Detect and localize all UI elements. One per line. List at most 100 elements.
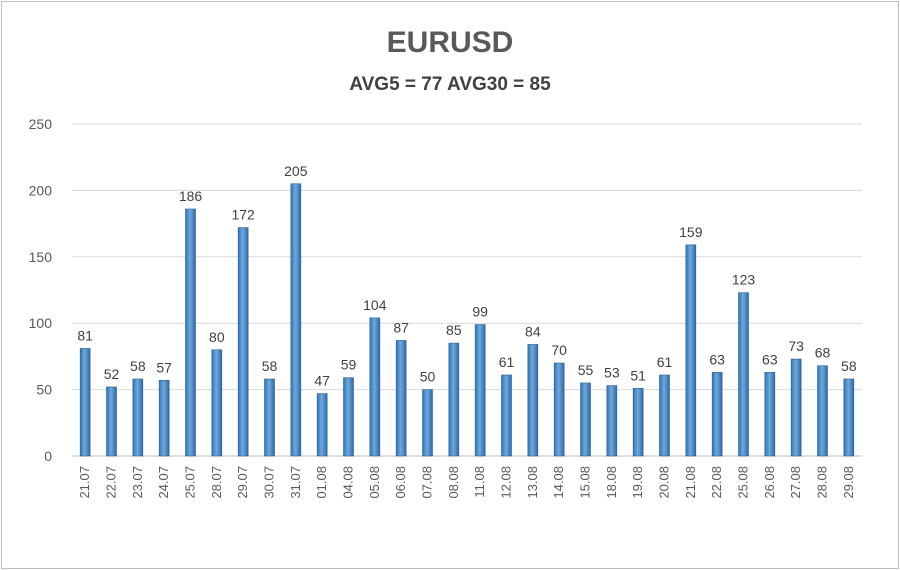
data-label: 104 xyxy=(363,297,387,313)
data-label: 186 xyxy=(179,188,203,204)
y-tick-label: 50 xyxy=(36,382,52,398)
gridlines xyxy=(72,123,862,457)
data-label: 159 xyxy=(679,224,703,240)
data-label: 61 xyxy=(657,354,673,370)
chart-subtitle: AVG5 = 77 AVG30 = 85 xyxy=(349,74,551,95)
x-tick-label: 15.08 xyxy=(578,466,593,499)
bar xyxy=(264,378,275,457)
data-label: 81 xyxy=(77,327,93,343)
data-label: 47 xyxy=(314,373,330,389)
bar xyxy=(685,244,697,457)
data-label: 52 xyxy=(104,366,120,382)
bar xyxy=(711,372,723,457)
data-label: 50 xyxy=(420,369,436,385)
bar xyxy=(659,374,670,457)
x-tick-label: 31.07 xyxy=(288,466,303,499)
y-tick-label: 150 xyxy=(29,249,53,265)
y-tick-label: 0 xyxy=(44,448,52,464)
data-label: 80 xyxy=(209,329,225,345)
bar xyxy=(158,380,170,457)
bar xyxy=(501,374,512,457)
x-tick-label: 18.08 xyxy=(604,466,619,499)
x-tick-label: 22.08 xyxy=(709,466,724,499)
data-label: 73 xyxy=(788,338,804,354)
data-label: 61 xyxy=(499,354,515,370)
bar xyxy=(738,292,749,457)
x-tick-label: 21.08 xyxy=(683,466,698,499)
x-tick-label: 19.08 xyxy=(630,466,645,499)
x-tick-label: 25.08 xyxy=(736,466,751,499)
x-tick-label: 30.07 xyxy=(262,466,277,499)
data-label: 63 xyxy=(762,351,778,367)
bar xyxy=(369,317,381,457)
x-tick-label: 29.08 xyxy=(841,466,856,499)
x-tick-label: 08.08 xyxy=(446,466,461,499)
bar xyxy=(632,387,644,457)
x-tick-label: 11.08 xyxy=(472,466,487,498)
x-tick-label: 04.08 xyxy=(341,466,356,499)
bar xyxy=(237,227,249,457)
bar xyxy=(817,365,828,457)
data-label: 123 xyxy=(732,272,756,288)
x-tick-label: 23.07 xyxy=(130,466,145,499)
x-tick-label: 21.07 xyxy=(77,466,92,499)
y-axis-ticks: 0 50 100 150 200 250 xyxy=(29,116,53,464)
x-tick-label: 07.08 xyxy=(420,466,435,499)
data-label: 53 xyxy=(604,365,620,381)
bar xyxy=(211,349,223,457)
bar xyxy=(132,378,144,457)
bars xyxy=(79,183,855,457)
bar xyxy=(606,385,618,457)
x-tick-label: 28.08 xyxy=(815,466,830,499)
data-label: 58 xyxy=(841,358,857,374)
y-tick-label: 250 xyxy=(29,116,53,132)
x-tick-label: 26.08 xyxy=(762,466,777,499)
data-label: 55 xyxy=(578,362,594,378)
x-tick-label: 12.08 xyxy=(499,466,514,499)
bar xyxy=(474,324,486,457)
data-label: 58 xyxy=(262,358,278,374)
data-label: 68 xyxy=(815,345,831,361)
y-tick-label: 100 xyxy=(29,315,53,331)
x-tick-label: 28.07 xyxy=(209,466,224,499)
bar xyxy=(395,340,407,457)
bar xyxy=(790,358,802,457)
data-label: 57 xyxy=(156,359,172,375)
data-label: 172 xyxy=(231,207,255,223)
bar xyxy=(843,378,855,457)
bar xyxy=(764,372,776,457)
bar xyxy=(290,183,302,457)
bar xyxy=(106,386,117,457)
bar xyxy=(448,342,460,457)
data-label: 85 xyxy=(446,322,462,338)
x-tick-label: 13.08 xyxy=(525,466,540,499)
bar xyxy=(553,362,565,457)
x-tick-label: 29.07 xyxy=(235,466,250,499)
x-tick-label: 14.08 xyxy=(551,466,566,499)
x-axis-ticks: 21.07 22.07 23.07 24.07 25.07 28.07 29.07 30.07… xyxy=(77,466,856,499)
data-label: 84 xyxy=(525,323,541,339)
bar xyxy=(79,348,91,457)
data-label: 87 xyxy=(393,319,409,335)
chart-title: EURUSD xyxy=(386,26,514,59)
bar xyxy=(422,389,433,457)
x-tick-label: 01.08 xyxy=(314,466,329,499)
data-label: 63 xyxy=(709,351,725,367)
data-label: 99 xyxy=(472,304,488,320)
data-label: 205 xyxy=(284,163,308,179)
bar xyxy=(527,344,539,457)
data-label: 51 xyxy=(630,367,646,383)
bar xyxy=(185,208,196,457)
bar xyxy=(580,382,591,457)
bar xyxy=(343,377,354,457)
x-tick-label: 22.07 xyxy=(104,466,119,499)
data-label: 70 xyxy=(551,342,567,358)
data-labels: 81 52 58 57 186 80 172 58 205 47 59 104 87 50 85 99 61 84… xyxy=(77,163,856,389)
x-tick-label: 27.08 xyxy=(788,466,803,499)
data-label: 58 xyxy=(130,358,146,374)
x-tick-label: 25.07 xyxy=(183,466,198,499)
bar xyxy=(316,393,328,457)
data-label: 59 xyxy=(341,357,357,373)
